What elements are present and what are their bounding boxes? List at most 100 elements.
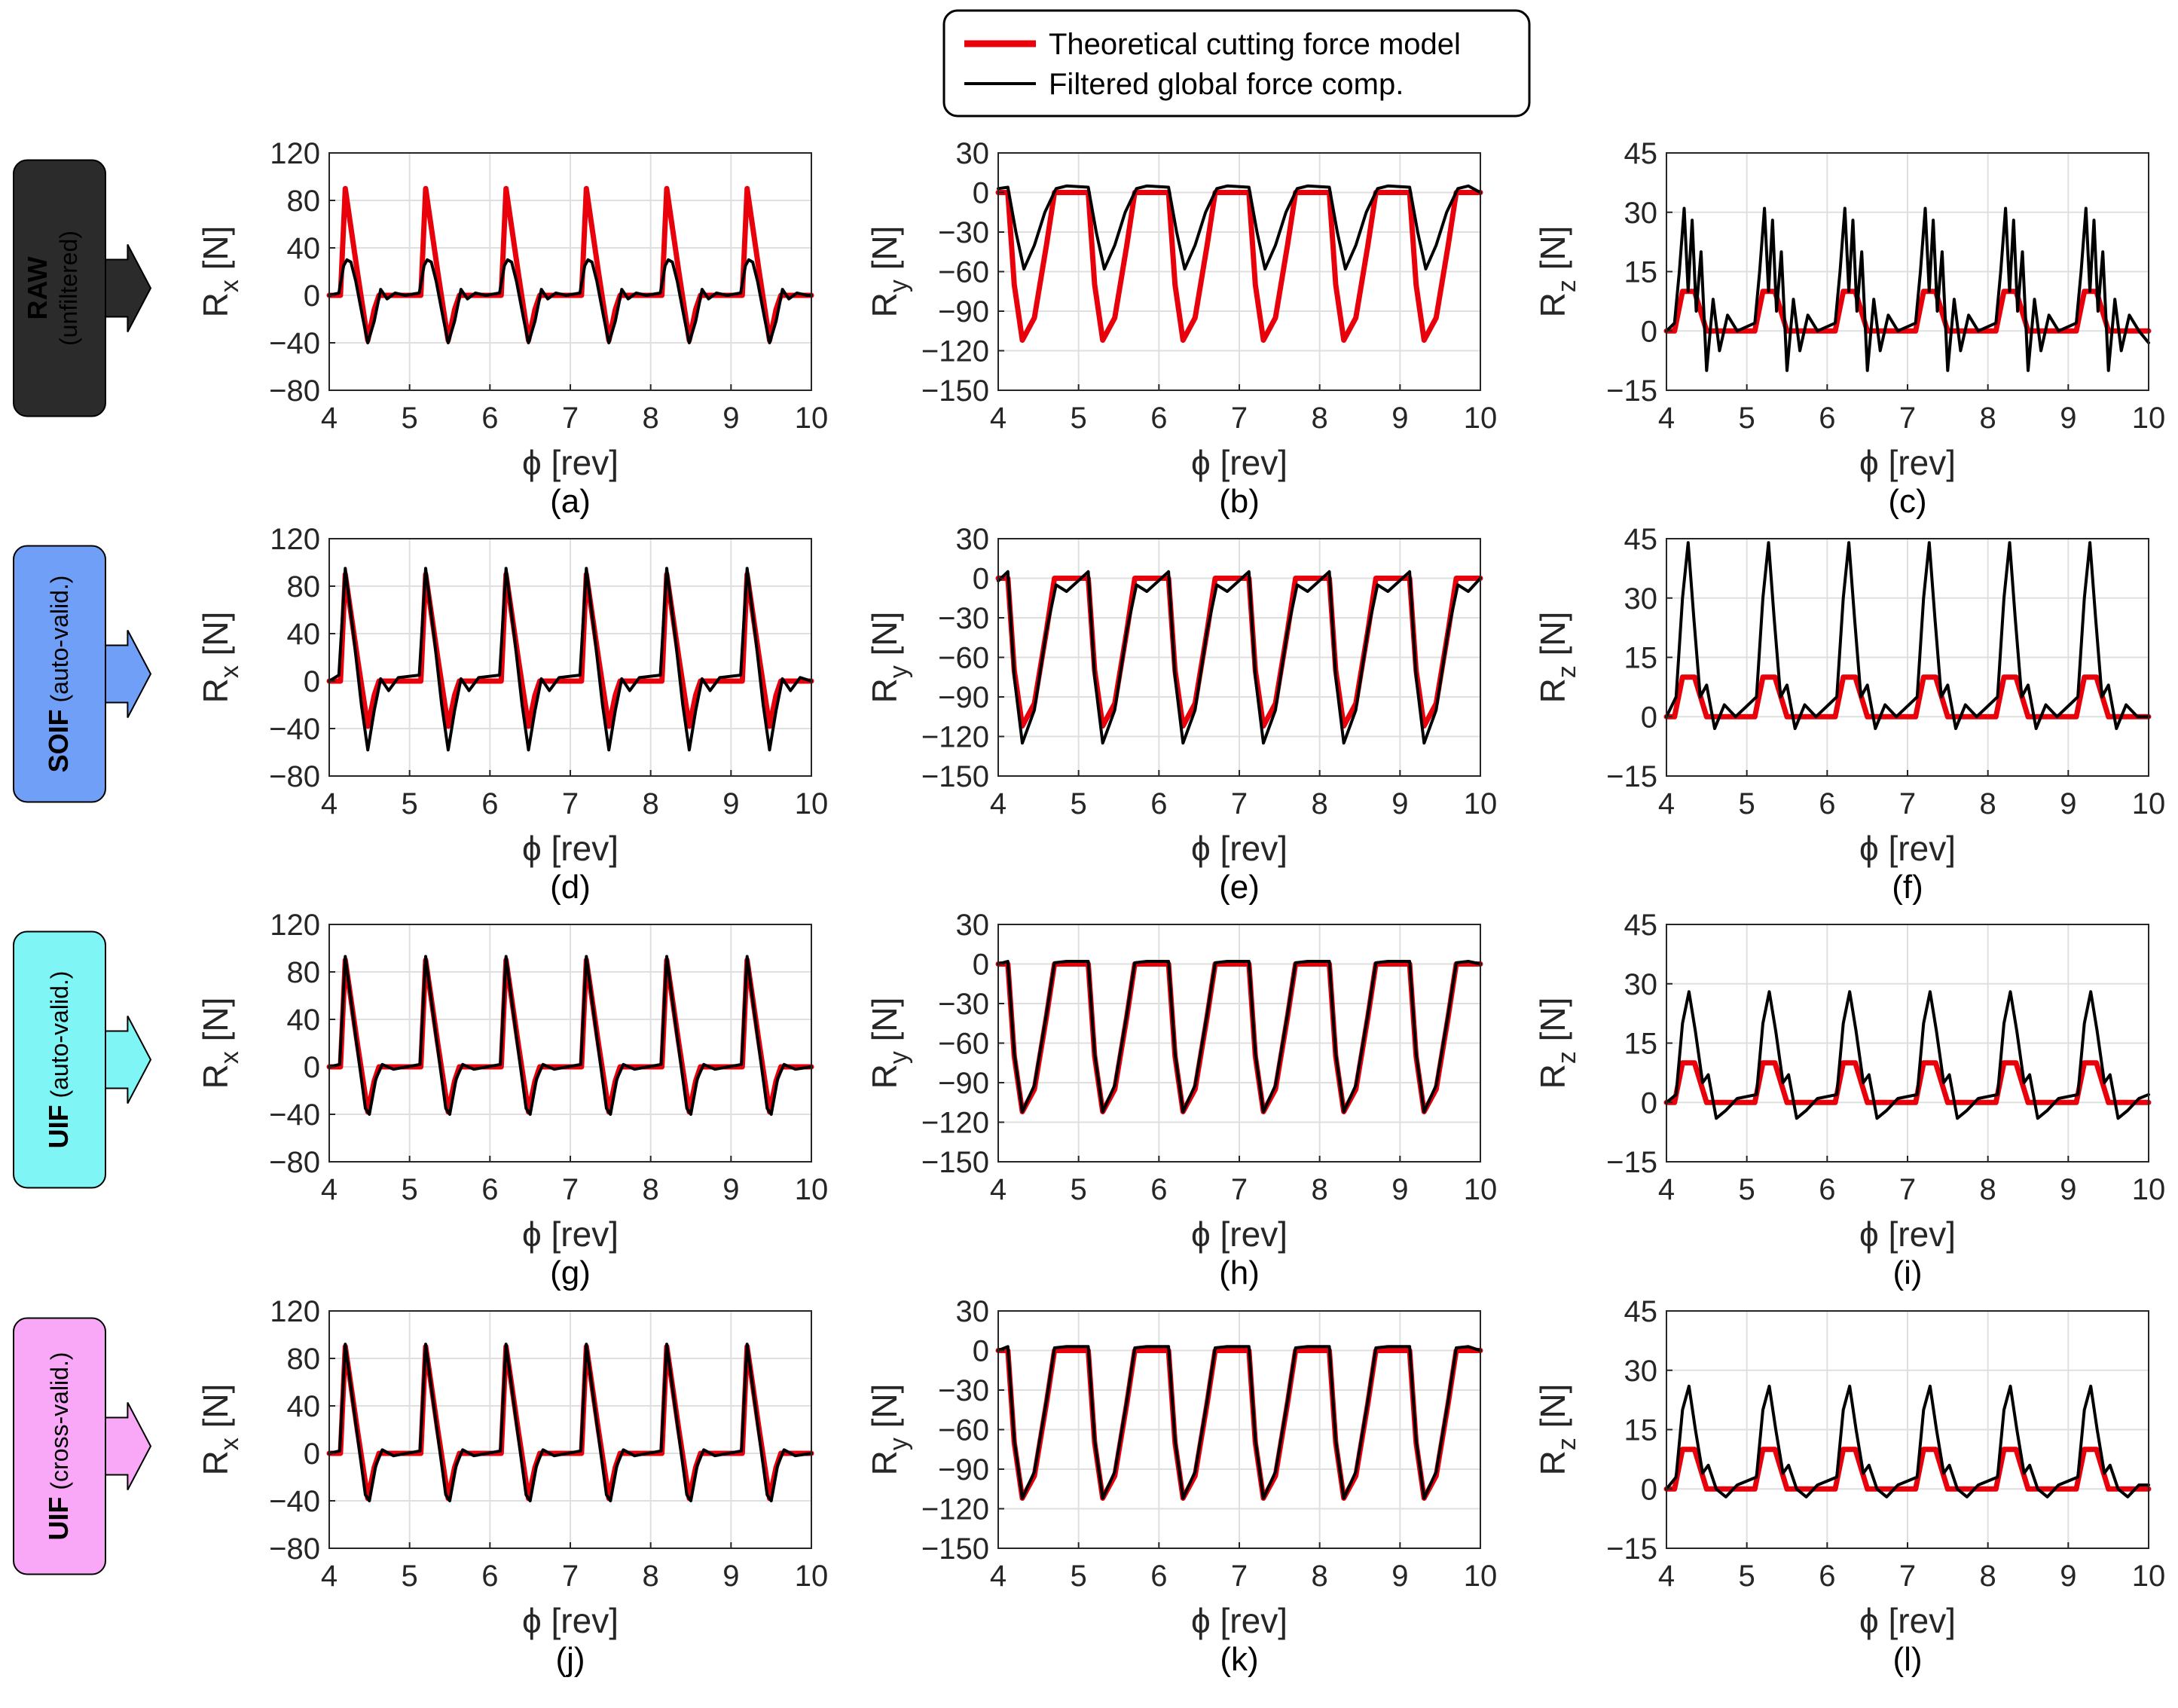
x-tick-label-b: 10 [1464, 402, 1498, 435]
x-tick-label-c: 4 [1658, 402, 1675, 435]
x-tick-label-g: 9 [722, 1173, 739, 1206]
row-box-3 [13, 1317, 106, 1575]
x-tick-label-g: 6 [481, 1173, 498, 1206]
series-line-g-filtered [328, 955, 813, 1116]
x-tick-label-h: 6 [1150, 1173, 1167, 1206]
x-tick-label-j: 7 [562, 1560, 579, 1593]
y-tick-label-h: 0 [973, 949, 989, 982]
x-tick-label-l: 5 [1739, 1560, 1755, 1593]
x-tick-label-h: 7 [1231, 1173, 1248, 1206]
x-tick-label-f: 7 [1899, 787, 1916, 820]
x-tick-label-j: 8 [643, 1560, 659, 1593]
y-tick-label-d: −40 [269, 713, 320, 746]
y-tick-label-j: 0 [304, 1438, 320, 1471]
x-axis-label-h: ϕ [rev] [1191, 1215, 1288, 1254]
x-tick-label-k: 9 [1391, 1560, 1408, 1593]
x-tick-label-i: 6 [1819, 1173, 1835, 1206]
y-axis-label-d: Rx [N] [196, 612, 244, 704]
y-tick-label-c: 45 [1624, 137, 1658, 170]
y-axis-label-i: Rz [N] [1533, 998, 1581, 1089]
x-tick-label-g: 4 [321, 1173, 338, 1206]
x-tick-label-a: 4 [321, 402, 338, 435]
y-axis-label-b: Ry [N] [865, 226, 913, 318]
x-axis-label-g: ϕ [rev] [522, 1215, 619, 1254]
x-tick-label-e: 6 [1150, 787, 1167, 820]
x-tick-label-a: 7 [562, 402, 579, 435]
x-tick-label-h: 4 [990, 1173, 1007, 1206]
series-line-b-model [995, 190, 1483, 343]
x-tick-label-i: 10 [2132, 1173, 2166, 1206]
series-line-c-filtered [1665, 206, 2150, 372]
x-tick-label-j: 10 [795, 1560, 829, 1593]
y-tick-label-g: −80 [269, 1146, 320, 1179]
y-axis-label-f: Rz [N] [1533, 612, 1581, 704]
series-line-k-filtered [997, 1345, 1482, 1500]
chart-panel-e: 4 5 6 7 8 9 10 −150 −120 −90 −60 −30 0 30 ϕ [rev] Ry [N… [865, 523, 1497, 906]
x-tick-label-k: 4 [990, 1560, 1007, 1593]
x-tick-label-k: 6 [1150, 1560, 1167, 1593]
x-tick-label-b: 8 [1312, 402, 1328, 435]
x-tick-label-e: 4 [990, 787, 1007, 820]
x-axis-label-a: ϕ [rev] [522, 443, 619, 482]
x-tick-label-a: 5 [402, 402, 418, 435]
y-tick-label-d: 120 [270, 523, 320, 556]
y-axis-label-h: Ry [N] [865, 998, 913, 1089]
y-tick-label-h: −120 [921, 1107, 989, 1140]
x-tick-label-e: 7 [1231, 787, 1248, 820]
y-tick-label-b: −60 [938, 256, 989, 289]
x-tick-label-k: 7 [1231, 1560, 1248, 1593]
x-tick-label-f: 6 [1819, 787, 1835, 820]
y-tick-label-e: −120 [921, 721, 989, 754]
x-tick-label-d: 7 [562, 787, 579, 820]
y-axis-label-e: Ry [N] [865, 612, 913, 704]
x-tick-label-l: 8 [1980, 1560, 1996, 1593]
y-tick-label-d: 40 [287, 618, 321, 651]
row-box-2 [13, 930, 106, 1189]
y-tick-label-e: −60 [938, 642, 989, 675]
series-line-b-filtered [997, 184, 1482, 270]
legend-box [942, 9, 1531, 118]
y-tick-label-k: −30 [938, 1374, 989, 1407]
series-line-a-filtered [328, 258, 813, 344]
y-tick-label-j: −80 [269, 1532, 320, 1566]
row-arrow-0 [99, 244, 152, 332]
chart-panel-d: 4 5 6 7 8 9 10 −80 −40 0 40 80 120 ϕ [rev] Rx [N] (d) [196, 523, 828, 906]
x-tick-label-l: 10 [2132, 1560, 2166, 1593]
y-tick-label-j: −40 [269, 1485, 320, 1518]
y-tick-label-f: −15 [1606, 760, 1657, 793]
y-tick-label-a: 0 [304, 280, 320, 313]
x-tick-label-f: 8 [1980, 787, 1996, 820]
chart-panel-k: 4 5 6 7 8 9 10 −150 −120 −90 −60 −30 0 30 ϕ [rev] Ry [N… [865, 1295, 1497, 1678]
x-tick-label-c: 7 [1899, 402, 1916, 435]
x-axis-label-c: ϕ [rev] [1859, 443, 1956, 482]
x-axis-label-e: ϕ [rev] [1191, 829, 1288, 868]
x-tick-label-g: 8 [643, 1173, 659, 1206]
y-tick-label-i: 45 [1624, 909, 1658, 942]
panel-label-d: (d) [550, 869, 591, 906]
series-line-f-filtered [1665, 541, 2150, 730]
x-tick-label-c: 8 [1980, 402, 1996, 435]
x-tick-label-j: 9 [722, 1560, 739, 1593]
y-tick-label-e: 0 [973, 563, 989, 596]
y-tick-label-b: −30 [938, 216, 989, 249]
y-axis-label-j: Rx [N] [196, 1384, 244, 1476]
y-tick-label-g: 0 [304, 1051, 320, 1084]
x-tick-label-h: 9 [1391, 1173, 1408, 1206]
panel-label-f: (f) [1892, 869, 1923, 906]
series-line-k-model [995, 1348, 1483, 1501]
y-tick-label-k: −150 [921, 1532, 989, 1566]
x-tick-label-j: 6 [481, 1560, 498, 1593]
x-tick-label-c: 6 [1819, 402, 1835, 435]
y-axis-label-a: Rx [N] [196, 226, 244, 318]
legend: Theoretical cutting force model Filtered… [942, 9, 1531, 118]
row-label-0: RAW(unfiltered) [13, 159, 152, 417]
y-tick-label-a: −40 [269, 327, 320, 360]
chart-panel-j: 4 5 6 7 8 9 10 −80 −40 0 40 80 120 ϕ [rev] Rx [N] (j) [196, 1295, 828, 1678]
x-tick-label-c: 5 [1739, 402, 1755, 435]
x-tick-label-e: 5 [1071, 787, 1087, 820]
x-tick-label-a: 6 [481, 402, 498, 435]
x-tick-label-l: 4 [1658, 1560, 1675, 1593]
